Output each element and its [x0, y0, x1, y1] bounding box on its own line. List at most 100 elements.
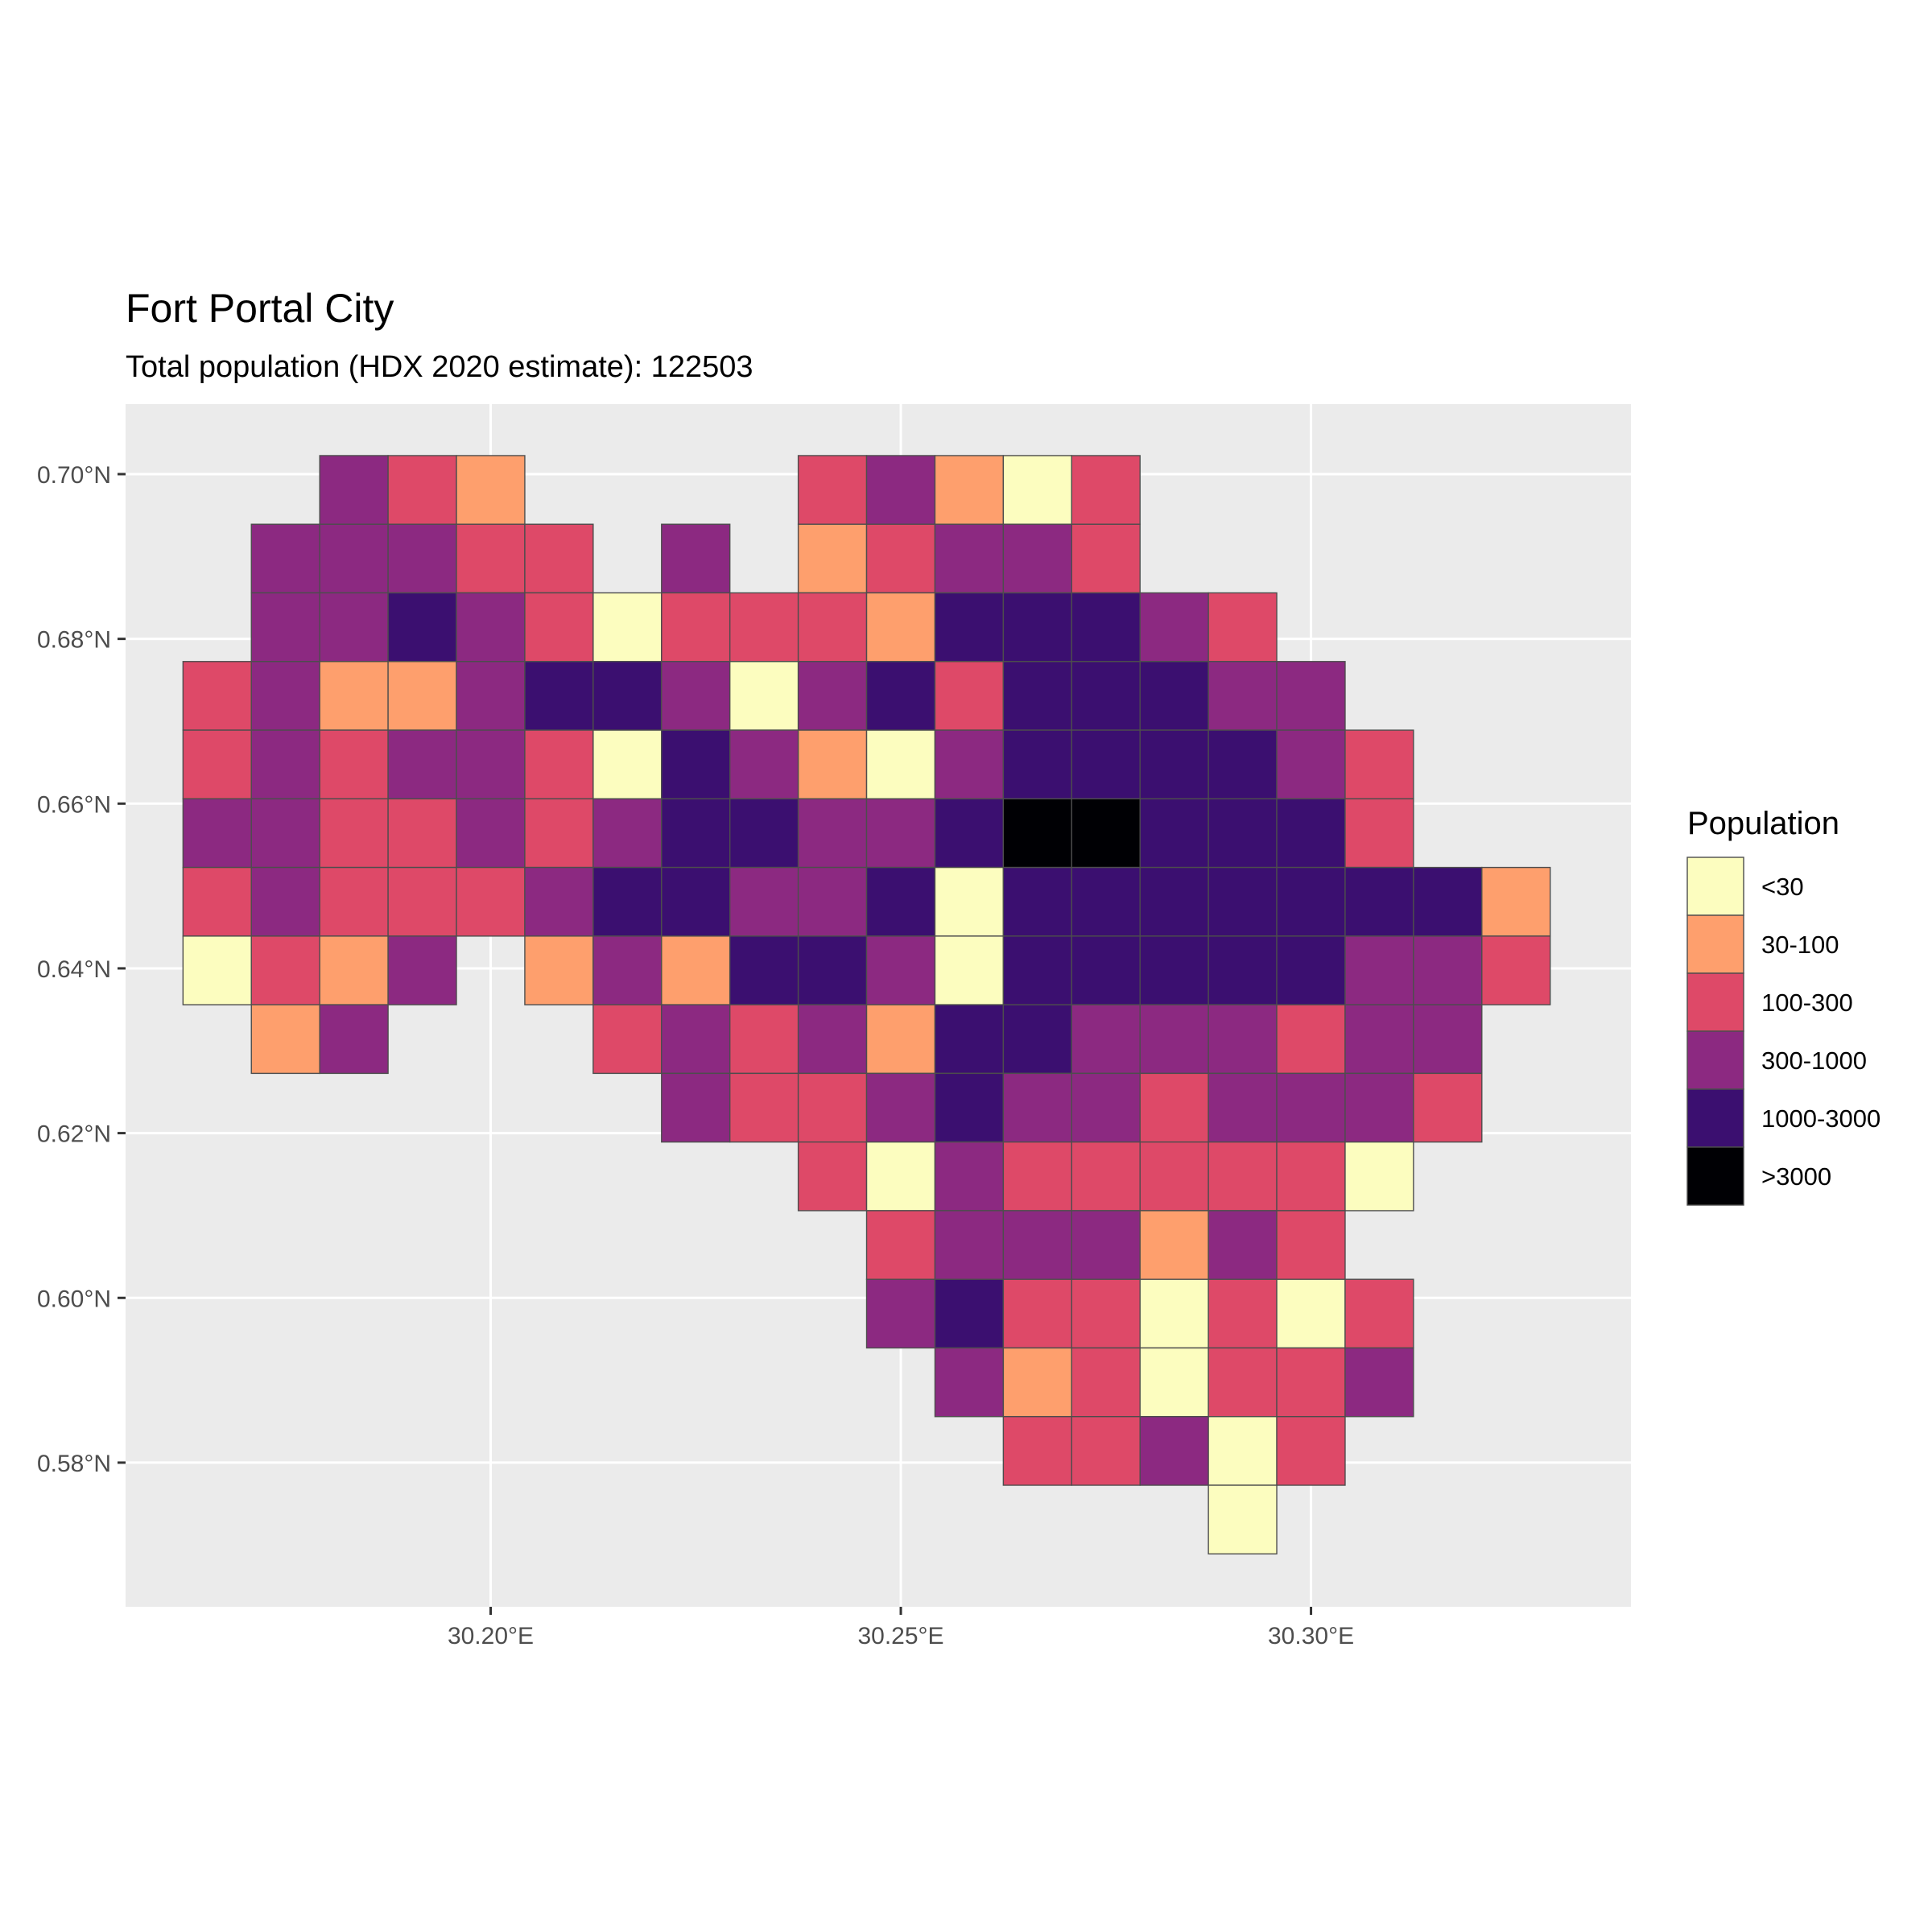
population-cell — [661, 798, 731, 869]
population-cell — [1139, 1278, 1209, 1349]
population-cell — [456, 661, 526, 731]
population-cell — [1344, 1347, 1414, 1418]
population-cell — [387, 523, 457, 594]
population-cell — [1208, 729, 1278, 800]
population-cell — [661, 523, 731, 594]
population-cell — [1002, 1141, 1072, 1212]
population-cell — [1002, 455, 1072, 525]
population-cell — [1139, 798, 1209, 869]
legend-title: Population — [1687, 806, 1839, 841]
population-cell — [1276, 798, 1346, 869]
population-cell — [1208, 592, 1278, 663]
legend-label: >3000 — [1761, 1162, 1831, 1191]
x-tick-label: 30.25°E — [857, 1623, 943, 1649]
population-cell — [1002, 592, 1072, 663]
population-cell — [1208, 1004, 1278, 1075]
population-cell — [1139, 1004, 1209, 1075]
population-cell — [1071, 1278, 1141, 1349]
population-cell — [1276, 729, 1346, 800]
population-cell — [1002, 523, 1072, 594]
population-cell — [729, 1004, 799, 1075]
population-cell — [797, 592, 868, 663]
legend-key — [1686, 1030, 1744, 1090]
population-cell — [1344, 1004, 1414, 1075]
population-cell — [250, 1004, 320, 1075]
population-cell — [934, 455, 1005, 525]
population-cell — [1071, 1347, 1141, 1418]
population-cell — [1071, 1210, 1141, 1280]
population-cell — [1071, 1004, 1141, 1075]
population-cell — [661, 866, 731, 937]
legend-key — [1686, 1146, 1744, 1206]
population-cell — [319, 1004, 389, 1075]
population-cell — [934, 1347, 1005, 1418]
population-cell — [865, 1278, 936, 1349]
population-cell — [1276, 866, 1346, 937]
population-cell — [1208, 866, 1278, 937]
population-cell — [1276, 1210, 1346, 1280]
population-cell — [1139, 1347, 1209, 1418]
population-cell — [1344, 935, 1414, 1005]
population-cell — [1071, 798, 1141, 869]
population-cell — [1208, 1072, 1278, 1143]
population-cell — [1071, 661, 1141, 731]
population-cell — [797, 661, 868, 731]
population-cell — [1002, 729, 1072, 800]
population-cell — [865, 592, 936, 663]
population-cell — [934, 1004, 1005, 1075]
population-cell — [1071, 729, 1141, 800]
population-cell — [1208, 661, 1278, 731]
population-cell — [1139, 1072, 1209, 1143]
legend-label: <30 — [1761, 873, 1804, 901]
population-cell — [661, 592, 731, 663]
population-cell — [1208, 1484, 1278, 1554]
population-cell — [250, 935, 320, 1005]
population-cell — [1344, 798, 1414, 869]
population-cell — [319, 523, 389, 594]
population-cell — [592, 1004, 663, 1075]
population-cell — [1139, 866, 1209, 937]
population-cell — [865, 661, 936, 731]
population-cell — [250, 592, 320, 663]
population-cell — [729, 661, 799, 731]
population-cell — [592, 935, 663, 1005]
population-cell — [1276, 661, 1346, 731]
population-cell — [319, 866, 389, 937]
population-cell — [934, 1210, 1005, 1280]
y-tick-label: 0.58°N — [37, 1451, 111, 1477]
population-cell — [729, 1072, 799, 1143]
population-cell — [865, 455, 936, 525]
y-tick-label: 0.66°N — [37, 791, 111, 818]
population-cell — [456, 729, 526, 800]
population-cell — [524, 592, 594, 663]
population-cell — [387, 661, 457, 731]
legend-key — [1686, 972, 1744, 1032]
population-cell — [1208, 1278, 1278, 1349]
population-cell — [1276, 1072, 1346, 1143]
population-cell — [1002, 935, 1072, 1005]
population-cell — [1139, 661, 1209, 731]
population-cell — [797, 1072, 868, 1143]
population-cell — [524, 798, 594, 869]
population-cell — [729, 866, 799, 937]
population-cell — [1139, 1416, 1209, 1486]
legend-label: 300-1000 — [1761, 1046, 1867, 1075]
population-cell — [524, 729, 594, 800]
y-tick-label: 0.64°N — [37, 956, 111, 983]
population-cell — [1071, 523, 1141, 594]
population-cell — [592, 866, 663, 937]
population-cell — [797, 935, 868, 1005]
y-axis: 0.58°N 0.60°N 0.62°N 0.64°N 0.66°N 0.68°N 0.70… — [37, 462, 126, 1477]
x-tick-label: 30.30°E — [1268, 1623, 1354, 1649]
population-cell — [319, 729, 389, 800]
population-cell — [1276, 1278, 1346, 1349]
population-cell — [661, 661, 731, 731]
legend-label: 30-100 — [1761, 931, 1839, 959]
population-cell — [797, 866, 868, 937]
population-cell — [729, 798, 799, 869]
population-cell — [524, 866, 594, 937]
population-cell — [934, 866, 1005, 937]
population-cell — [456, 523, 526, 594]
population-cell — [661, 935, 731, 1005]
population-cell — [592, 798, 663, 869]
